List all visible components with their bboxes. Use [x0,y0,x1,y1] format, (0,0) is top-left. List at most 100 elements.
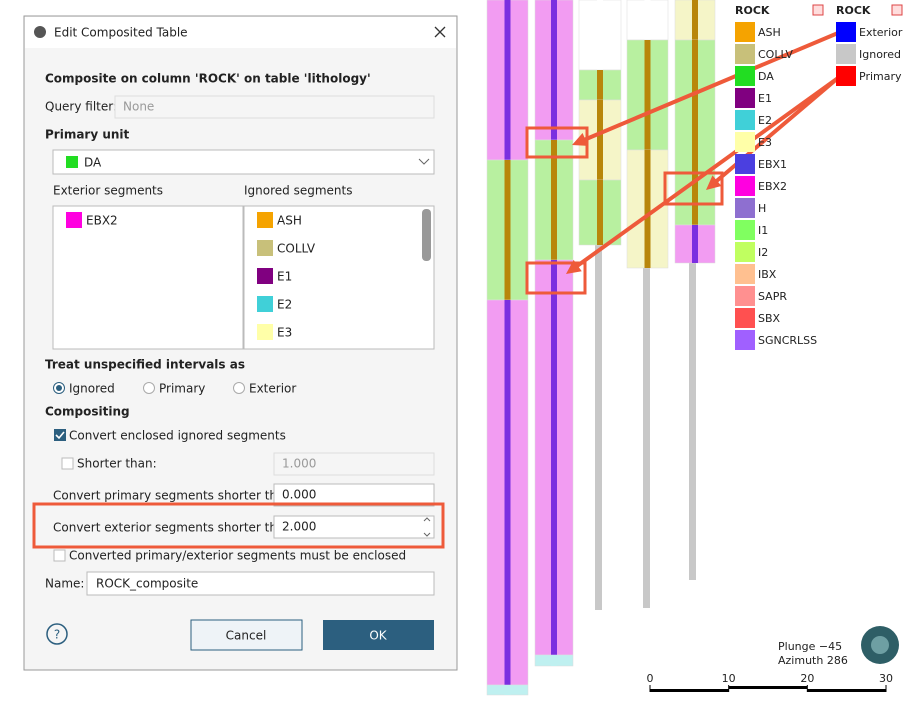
legend-label: I1 [758,224,768,237]
exterior-shorter-value: 2.000 [282,520,316,534]
drillhole-core [692,0,698,40]
legend-swatch [735,242,755,262]
segment-label: E2 [277,298,292,312]
arrow-line [580,31,839,143]
drillhole-core [504,160,511,300]
help-text: ? [54,628,60,642]
drillholes [486,0,716,696]
legend-swatch [735,308,755,328]
drillhole-core [597,0,603,70]
highlight-box [525,126,589,159]
legend-label: IBX [758,268,777,281]
radio-dot [56,385,62,391]
ok-button[interactable] [323,620,434,650]
segment-swatch [257,324,273,340]
drillhole-core [504,0,511,160]
primary-label: Primary unit [45,128,130,142]
name-value: ROCK_composite [96,577,198,591]
convert-enclosed: Convert enclosed ignored segments [69,429,286,443]
legend-label: Ignored [859,48,901,61]
shorter-value: 1.000 [282,457,316,471]
checkbox-checked[interactable] [54,429,66,441]
drillhole-core [644,150,651,268]
legend-swatch [735,198,755,218]
legend-close[interactable] [812,4,824,16]
exterior-shorter-input[interactable] [273,515,435,539]
segment-swatch [257,212,273,228]
spinner[interactable] [423,517,431,537]
legend-swatch [836,66,856,86]
highlight-box [663,171,724,206]
drillhole-core [551,655,557,666]
checkbox[interactable] [53,549,66,562]
shorter-input[interactable] [273,452,435,476]
arrow-line [712,76,840,186]
drillhole-core [597,70,603,100]
drillhole-core [692,40,698,225]
drillhole-trace [689,263,696,580]
highlight-box [525,261,587,295]
scale-segment [807,689,886,692]
drillhole-trace [595,245,602,610]
drillhole-core [644,0,651,40]
treat-label: Treat unspecified intervals as [45,358,245,372]
segment-swatch [257,240,273,256]
title-bar [25,17,456,48]
scale-label: 30 [879,672,893,685]
legend-swatch [735,88,755,108]
scale-segment [650,689,729,692]
legend-swatch [836,22,856,42]
query-input[interactable] [114,95,435,119]
scale-label: 10 [722,672,736,685]
drillhole-core [504,685,511,695]
legend-label: EBX2 [758,180,787,193]
legend-swatch [836,44,856,64]
scrollbar[interactable] [422,209,431,261]
legend-swatch [735,176,755,196]
radio[interactable] [143,382,155,394]
legend-label: COLLV [758,48,793,61]
ignored-list[interactable] [243,205,435,350]
drillhole-core [692,225,698,263]
legend-close[interactable] [891,4,903,16]
drillhole-core [551,140,557,260]
exterior-shorter-label: Convert exterior segments shorter than: [53,521,296,535]
must-enclosed: Converted primary/exterior segments must… [69,549,406,563]
legend-label: SGNCRLSS [758,334,817,347]
close-button[interactable] [434,26,446,38]
scale-segment [728,686,808,689]
drillhole-core [551,0,557,140]
shorter-label: Shorter than: [77,457,157,471]
legend-label: Primary [859,70,902,83]
arrow-head [566,259,582,274]
checkbox[interactable] [61,457,74,470]
segment-label: COLLV [277,242,316,256]
help-button[interactable] [46,623,68,645]
azimuth: Azimuth 286 [778,654,848,667]
annotations [525,31,840,295]
drillhole-core [597,180,603,245]
legend-label: EBX1 [758,158,787,171]
arrow-head [706,175,722,190]
legend-swatch [735,220,755,240]
primary-swatch [66,156,78,168]
name-input[interactable] [86,571,435,596]
legend-swatch [735,264,755,284]
scale-label: 20 [800,672,814,685]
cancel-button[interactable] [190,619,303,651]
drillhole-core [644,40,651,150]
radio[interactable] [233,382,245,394]
segment-swatch [257,268,273,284]
check [55,431,65,440]
drillhole-core [504,300,511,685]
segment-label: EBX2 [86,214,118,228]
legend-title: ROCK [735,4,770,17]
legend-swatch [735,286,755,306]
primary-shorter-input[interactable] [273,483,435,507]
primary-combo[interactable] [52,149,435,175]
compositing-label: Compositing [45,405,130,419]
drillhole-core [551,260,557,655]
exterior-list[interactable] [52,205,244,350]
legend-swatch [735,330,755,350]
segment-label: E1 [277,270,292,284]
